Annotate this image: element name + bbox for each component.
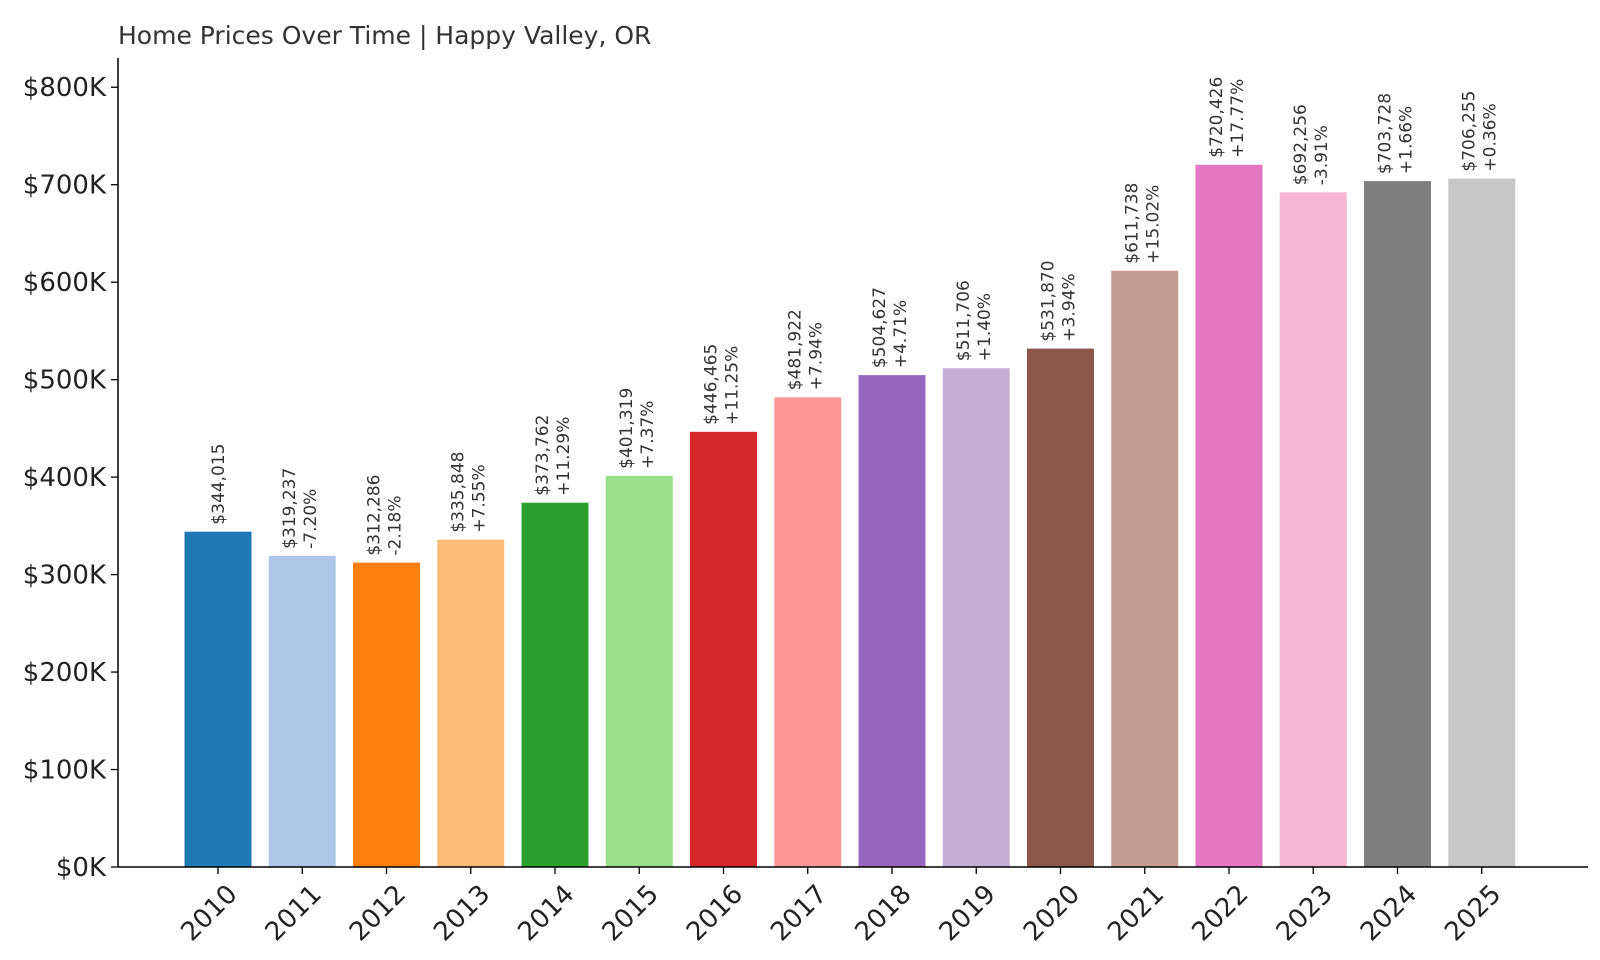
- x-tick-label: 2018: [849, 879, 917, 947]
- change-label-2014: +11.29%: [554, 417, 574, 496]
- bar-2016: [690, 431, 757, 867]
- value-label-2016: $446,465: [702, 344, 722, 425]
- change-label-2013: +7.55%: [470, 464, 490, 532]
- x-tick-label: 2012: [344, 879, 412, 947]
- change-label-2016: +11.25%: [723, 346, 743, 425]
- y-tick-label: $100K: [23, 756, 107, 786]
- y-tick-label: $500K: [23, 366, 107, 396]
- bar-2014: [521, 502, 589, 867]
- change-label-2022: +17.77%: [1228, 79, 1248, 158]
- bar-2015: [605, 475, 673, 867]
- value-label-2014: $373,762: [533, 415, 553, 496]
- bar-2025: [1448, 178, 1516, 867]
- x-tick-label: 2017: [765, 879, 833, 947]
- bar-2012: [353, 562, 420, 867]
- x-tick-label: 2015: [597, 879, 665, 947]
- x-tick-label: 2023: [1271, 879, 1339, 947]
- change-label-2018: +4.71%: [891, 300, 911, 368]
- bar-2019: [942, 368, 1010, 867]
- y-axis: $0K $100K $200K $300K $400K $500K $600K $700K $8…: [23, 58, 119, 883]
- value-label-2011: $319,237: [280, 468, 300, 549]
- x-tick-label: 2016: [681, 879, 749, 947]
- x-tick-label: 2021: [1102, 879, 1170, 947]
- x-axis: 2010 2011 2012 2013 2014 2015 2016 2017 2018 2019…: [118, 866, 1588, 947]
- bar-2023: [1279, 192, 1347, 867]
- bar-2022: [1195, 164, 1263, 868]
- change-label-2024: +1.66%: [1397, 106, 1417, 174]
- chart-title: Home Prices Over Time | Happy Valley, OR: [118, 21, 651, 50]
- change-label-2021: +15.02%: [1144, 185, 1164, 264]
- value-label-2013: $335,848: [449, 452, 469, 533]
- change-label-2025: +0.36%: [1481, 103, 1501, 171]
- x-tick-label: 2025: [1439, 879, 1507, 947]
- bar-2021: [1111, 270, 1179, 867]
- value-label-2025: $706,255: [1460, 90, 1480, 171]
- x-tick-label: 2022: [1186, 879, 1254, 947]
- value-label-2020: $531,870: [1039, 260, 1059, 341]
- y-tick-label: $600K: [23, 268, 107, 298]
- x-tick-label: 2024: [1355, 879, 1423, 947]
- y-tick-label: $400K: [23, 463, 107, 493]
- bar-2020: [1027, 348, 1094, 868]
- x-tick-label: 2020: [1018, 879, 1086, 947]
- x-tick-label: 2013: [428, 879, 496, 947]
- value-label-2023: $692,256: [1291, 104, 1311, 185]
- value-label-2018: $504,627: [870, 287, 890, 368]
- bar-2018: [858, 375, 926, 867]
- value-label-2012: $312,286: [365, 474, 385, 555]
- value-label-2017: $481,922: [786, 309, 806, 390]
- x-tick-label: 2011: [260, 879, 328, 947]
- change-label-2011: -7.20%: [301, 489, 321, 549]
- y-tick-label: $200K: [23, 658, 107, 688]
- value-label-2019: $511,706: [954, 280, 974, 361]
- change-label-2019: +1.40%: [975, 293, 995, 361]
- change-label-2017: +7.94%: [807, 322, 827, 390]
- y-tick-label: $800K: [23, 73, 107, 103]
- change-label-2015: +7.37%: [638, 401, 658, 469]
- value-label-2024: $703,728: [1376, 93, 1396, 174]
- value-label-2021: $611,738: [1123, 183, 1143, 264]
- bar-2011: [268, 555, 336, 867]
- y-tick-label: $300K: [23, 561, 107, 591]
- x-tick-label: 2010: [175, 879, 243, 947]
- change-label-2023: -3.91%: [1312, 125, 1332, 185]
- bar-2013: [437, 539, 505, 867]
- change-label-2020: +3.94%: [1060, 273, 1080, 341]
- change-label-2012: -2.18%: [386, 495, 406, 555]
- y-tick-label: $700K: [23, 171, 107, 201]
- x-tick-label: 2019: [934, 879, 1002, 947]
- bar-2024: [1364, 181, 1431, 868]
- value-label-2010: $344,015: [209, 444, 229, 525]
- value-label-2022: $720,426: [1207, 77, 1227, 158]
- y-tick-label: $0K: [56, 853, 107, 883]
- bar-2017: [774, 397, 842, 867]
- data-labels-group: $344,015 $319,237 -7.20% $312,286 -2.18% $335…: [209, 77, 1501, 556]
- value-label-2015: $401,319: [617, 388, 637, 469]
- bars-group: [184, 164, 1516, 868]
- bar-2010: [184, 531, 252, 867]
- x-tick-label: 2014: [512, 879, 580, 947]
